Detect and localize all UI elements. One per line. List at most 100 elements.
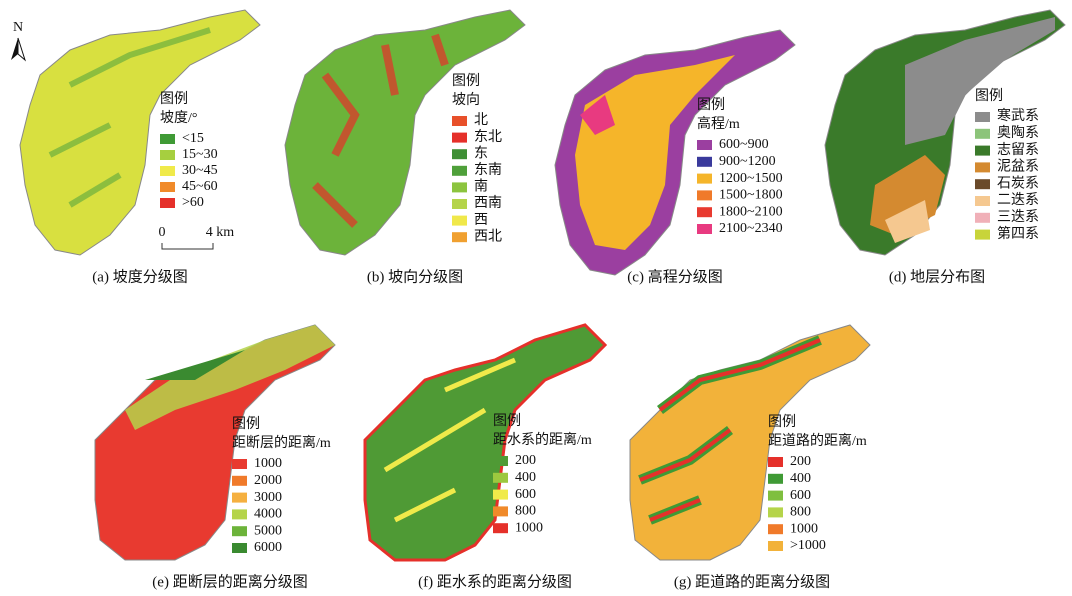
legend-swatch bbox=[975, 112, 990, 122]
legend-swatch bbox=[160, 134, 175, 144]
legend-subtitle: 坡向 bbox=[452, 92, 480, 108]
legend-swatch bbox=[697, 173, 712, 184]
caption: (e) 距断层的距离分级图 bbox=[152, 573, 307, 590]
legend-swatch bbox=[452, 132, 467, 143]
legend-swatch bbox=[975, 196, 990, 206]
legend-swatch bbox=[232, 475, 247, 486]
legend-title: 图例 bbox=[160, 91, 188, 107]
legend-label: 二迭系 bbox=[997, 192, 1039, 208]
legend-label: 寒武系 bbox=[997, 107, 1039, 124]
legend-swatch bbox=[975, 128, 990, 139]
legend-swatch bbox=[975, 212, 990, 223]
scale-label: 0 bbox=[159, 225, 166, 240]
legend-swatch bbox=[975, 162, 990, 173]
legend-swatch bbox=[768, 490, 783, 501]
legend-label: 600 bbox=[515, 487, 536, 502]
legend-label: 1000 bbox=[254, 456, 282, 471]
legend-title: 图例 bbox=[452, 73, 480, 89]
legend-swatch bbox=[493, 506, 508, 517]
legend-swatch bbox=[768, 457, 783, 467]
legend-label: 400 bbox=[515, 470, 536, 485]
north-arrow bbox=[11, 38, 18, 60]
legend-swatch bbox=[697, 224, 712, 234]
scale-label: 4 km bbox=[206, 225, 235, 240]
legend-label: 西北 bbox=[474, 228, 502, 244]
legend-label: 奥陶系 bbox=[997, 124, 1039, 141]
legend-label: 1200~1500 bbox=[719, 171, 783, 186]
legend-label: 东 bbox=[474, 145, 488, 161]
legend-swatch bbox=[768, 524, 783, 535]
legend-label: 志留系 bbox=[997, 142, 1039, 158]
legend-swatch bbox=[452, 199, 467, 209]
legend-swatch bbox=[452, 232, 467, 243]
legend-label: 800 bbox=[790, 505, 811, 520]
legend-label: 三迭系 bbox=[997, 209, 1039, 225]
legend-swatch bbox=[452, 165, 467, 176]
legend-subtitle: 距断层的距离/m bbox=[232, 434, 331, 451]
legend-swatch bbox=[160, 150, 175, 160]
legend-swatch bbox=[232, 492, 247, 503]
legend-swatch bbox=[697, 207, 712, 218]
legend-label: 900~1200 bbox=[719, 154, 776, 169]
legend-swatch bbox=[975, 145, 990, 156]
legend-label: 2100~2340 bbox=[719, 221, 783, 236]
map-water-distance bbox=[363, 323, 607, 562]
legend-title: 图例 bbox=[975, 88, 1003, 104]
legend-label: 1800~2100 bbox=[719, 204, 783, 219]
legend-title: 图例 bbox=[493, 413, 521, 429]
caption: (d) 地层分布图 bbox=[889, 268, 985, 285]
legend-swatch bbox=[493, 472, 508, 483]
legend-label: 800 bbox=[515, 504, 536, 519]
legend-label: 西南 bbox=[474, 195, 502, 211]
legend-swatch bbox=[452, 215, 467, 226]
legend-label: 6000 bbox=[254, 540, 282, 555]
legend-label: 1000 bbox=[515, 520, 543, 535]
map-aspect bbox=[284, 9, 526, 256]
legend-swatch bbox=[232, 526, 247, 537]
legend-label: 4000 bbox=[254, 507, 282, 522]
caption: (a) 坡度分级图 bbox=[92, 268, 187, 285]
legend-swatch bbox=[768, 473, 783, 484]
legend-label: >60 bbox=[182, 195, 204, 210]
legend-label: 15~30 bbox=[182, 147, 218, 162]
legend-subtitle: 坡度/° bbox=[160, 110, 198, 126]
legend-label: 600~900 bbox=[719, 137, 769, 152]
legend-swatch bbox=[768, 541, 783, 551]
legend-label: 泥盆系 bbox=[997, 159, 1039, 175]
caption: (g) 距道路的距离分级图 bbox=[674, 573, 830, 590]
legend-swatch bbox=[697, 140, 712, 150]
legend-label: 北 bbox=[474, 112, 488, 128]
legend-swatch bbox=[160, 182, 175, 192]
legend-label: 东南 bbox=[474, 162, 502, 178]
legend-label: <15 bbox=[182, 131, 204, 146]
caption: (f) 距水系的距离分级图 bbox=[418, 573, 572, 590]
map-road-distance bbox=[629, 324, 871, 561]
map-slope bbox=[19, 9, 261, 256]
legend-label: >1000 bbox=[790, 538, 826, 553]
legend-label: 西 bbox=[474, 213, 488, 228]
caption: (c) 高程分级图 bbox=[627, 268, 722, 285]
legend-label: 东北 bbox=[474, 129, 502, 145]
legend-swatch bbox=[232, 509, 247, 520]
legend-swatch bbox=[493, 523, 508, 534]
north-label: N bbox=[13, 20, 23, 35]
legend-swatch bbox=[493, 489, 508, 500]
north-arrow bbox=[17, 37, 27, 62]
legend-swatch bbox=[975, 179, 990, 190]
legend-label: 1500~1800 bbox=[719, 188, 783, 203]
legend-swatch bbox=[975, 229, 990, 240]
legend-label: 5000 bbox=[254, 523, 282, 538]
legend-subtitle: 距道路的距离/m bbox=[768, 432, 867, 449]
legend-label: 200 bbox=[515, 453, 536, 468]
legend-swatch bbox=[160, 198, 175, 208]
scale-bar bbox=[161, 243, 214, 250]
legend-label: 石炭系 bbox=[997, 175, 1039, 191]
legend-swatch bbox=[452, 149, 467, 160]
legend-swatch bbox=[160, 166, 175, 176]
legend-swatch bbox=[232, 543, 247, 553]
legend-title: 图例 bbox=[232, 416, 260, 432]
legend-label: 南 bbox=[474, 179, 488, 195]
legend-swatch bbox=[697, 156, 712, 167]
legend-label: 400 bbox=[790, 471, 811, 486]
